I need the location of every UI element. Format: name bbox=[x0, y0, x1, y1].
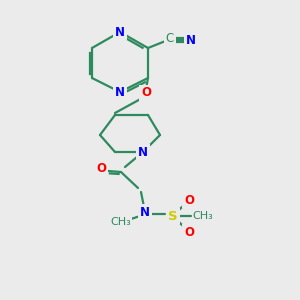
Text: CH₃: CH₃ bbox=[193, 211, 213, 221]
Text: N: N bbox=[186, 34, 196, 46]
Text: CH₃: CH₃ bbox=[111, 217, 131, 227]
Text: S: S bbox=[168, 209, 178, 223]
Text: O: O bbox=[184, 226, 194, 238]
Text: N: N bbox=[115, 26, 125, 38]
Text: O: O bbox=[184, 194, 194, 206]
Text: O: O bbox=[96, 161, 106, 175]
Circle shape bbox=[167, 210, 179, 222]
Text: C: C bbox=[166, 32, 174, 46]
Text: N: N bbox=[138, 146, 148, 158]
Text: N: N bbox=[115, 85, 125, 98]
Text: O: O bbox=[141, 86, 151, 100]
Text: N: N bbox=[140, 206, 150, 218]
